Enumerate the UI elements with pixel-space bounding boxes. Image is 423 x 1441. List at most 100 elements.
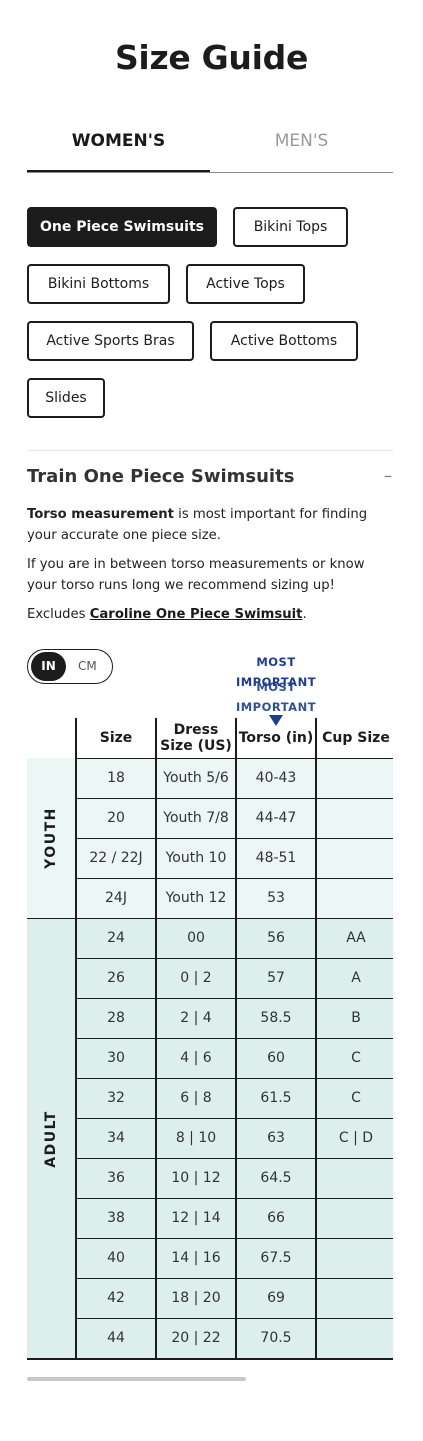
excludes-note: Excludes Caroline One Piece Swimsuit.	[27, 604, 397, 625]
section-divider	[27, 450, 393, 451]
down-arrow-icon	[269, 715, 283, 726]
cell-torso: 63	[267, 1130, 285, 1146]
unit-in-option[interactable]: IN	[31, 652, 66, 681]
cell-dress-size: 00	[187, 930, 205, 946]
header-size: Size	[99, 730, 133, 746]
header-dress-size: Dress Size (US)	[160, 722, 232, 754]
cell-cup-size	[316, 1158, 396, 1198]
cell-size: 26	[107, 970, 125, 986]
cell-cup-size	[316, 1278, 396, 1318]
table-row-divider	[76, 1238, 393, 1239]
cell-size: 22 / 22J	[89, 850, 143, 866]
cell-dress-size: 4 | 6	[180, 1050, 212, 1066]
cell-size: 30	[107, 1050, 125, 1066]
table-row: 24J Youth 12 53	[76, 878, 393, 918]
most-important-line2: IMPORTANT	[235, 675, 317, 689]
table-row-divider	[76, 758, 393, 759]
category-one-piece-swimsuits[interactable]: One Piece Swimsuits	[27, 207, 217, 247]
tab-mens[interactable]: MEN'S	[274, 131, 329, 151]
cell-cup-size: C	[351, 1090, 361, 1106]
cell-dress-size: 6 | 8	[180, 1090, 212, 1106]
table-row-divider	[76, 838, 393, 839]
cell-torso: 67.5	[260, 1250, 292, 1266]
table-column-divider	[315, 718, 317, 1358]
cell-dress-size: Youth 7/8	[163, 810, 229, 826]
category-bikini-bottoms[interactable]: Bikini Bottoms	[27, 264, 170, 304]
cell-torso: 57	[267, 970, 285, 986]
category-active-tops[interactable]: Active Tops	[186, 264, 305, 304]
cell-size: 38	[107, 1210, 125, 1226]
category-bikini-tops[interactable]: Bikini Tops	[233, 207, 348, 247]
table-row-divider	[76, 1078, 393, 1079]
cell-size: 24J	[105, 890, 127, 906]
cell-cup-size	[316, 838, 396, 878]
table-row: 36 10 | 12 64.5	[76, 1158, 393, 1198]
table-column-divider	[235, 718, 237, 1358]
table-row: 32 6 | 8 61.5 C	[76, 1078, 393, 1118]
cell-size: 28	[107, 1010, 125, 1026]
unit-cm-option[interactable]: CM	[78, 659, 97, 673]
table-row: 28 2 | 4 58.5 B	[76, 998, 393, 1038]
cell-cup-size	[316, 1198, 396, 1238]
most-important-label: MOST IMPORTANT	[226, 652, 326, 692]
cell-dress-size: 12 | 14	[171, 1210, 221, 1226]
cell-size: 36	[107, 1170, 125, 1186]
table-row: 34 8 | 10 63 C | D	[76, 1118, 393, 1158]
cell-cup-size: C	[351, 1050, 361, 1066]
category-slides[interactable]: Slides	[27, 378, 105, 418]
header-cup-size: Cup Size	[322, 730, 390, 746]
table-row-divider	[76, 1158, 393, 1159]
torso-note: Torso measurement is most important for …	[27, 504, 397, 546]
table-row-divider	[76, 958, 393, 959]
torso-note-bold: Torso measurement	[27, 507, 174, 522]
adult-group: ADULT	[27, 918, 75, 1360]
table-row: 26 0 | 2 57 A	[76, 958, 393, 998]
cell-torso: 64.5	[260, 1170, 292, 1186]
table-row: 22 / 22J Youth 10 48-51	[76, 838, 393, 878]
cell-cup-size: AA	[346, 930, 366, 946]
cell-torso: 66	[267, 1210, 285, 1226]
category-active-sports-bras[interactable]: Active Sports Bras	[27, 321, 194, 361]
collapse-icon[interactable]: –	[384, 466, 392, 485]
cell-torso: 48-51	[255, 850, 297, 866]
cell-size: 40	[107, 1250, 125, 1266]
table-row-divider	[76, 1038, 393, 1039]
cell-dress-size: 0 | 2	[180, 970, 212, 986]
cell-cup-size: A	[351, 970, 361, 986]
cell-torso: 53	[267, 890, 285, 906]
cell-torso: 69	[267, 1290, 285, 1306]
cell-torso: 40-43	[255, 770, 297, 786]
cell-torso: 44-47	[255, 810, 297, 826]
cell-dress-size: 8 | 10	[175, 1130, 217, 1146]
cell-cup-size	[316, 1238, 396, 1278]
caroline-link[interactable]: Caroline One Piece Swimsuit	[89, 607, 303, 622]
table-row-divider	[76, 878, 393, 879]
adult-label: ADULT	[43, 1110, 59, 1168]
cell-dress-size: 2 | 4	[180, 1010, 212, 1026]
cell-cup-size	[316, 1318, 396, 1358]
table-row: 20 Youth 7/8 44-47	[76, 798, 393, 838]
unit-toggle[interactable]: IN CM	[27, 649, 113, 684]
cell-torso: 58.5	[260, 1010, 292, 1026]
cell-size: 34	[107, 1130, 125, 1146]
cell-dress-size: 20 | 22	[171, 1330, 221, 1346]
youth-group: YOUTH	[27, 758, 75, 918]
cell-size: 24	[107, 930, 125, 946]
table-row: 24 00 56 AA	[76, 918, 393, 958]
header-torso: Torso (in)	[238, 730, 314, 746]
cell-cup-size	[316, 798, 396, 838]
cell-cup-size	[316, 878, 396, 918]
gender-tabs: WOMEN'S MEN'S	[27, 120, 393, 174]
table-row-divider	[76, 1198, 393, 1199]
page-title: Size Guide	[114, 38, 309, 77]
most-important-label-duplicate: MOST IMPORTANT	[226, 677, 326, 717]
category-active-bottoms[interactable]: Active Bottoms	[210, 321, 358, 361]
youth-label: YOUTH	[43, 807, 59, 869]
cell-cup-size: C | D	[338, 1130, 374, 1146]
table-column-divider	[75, 718, 77, 1358]
cell-size: 44	[107, 1330, 125, 1346]
tab-womens[interactable]: WOMEN'S	[27, 120, 210, 173]
cell-size: 32	[107, 1090, 125, 1106]
horizontal-scrollbar[interactable]	[27, 1377, 246, 1381]
cell-size: 42	[107, 1290, 125, 1306]
